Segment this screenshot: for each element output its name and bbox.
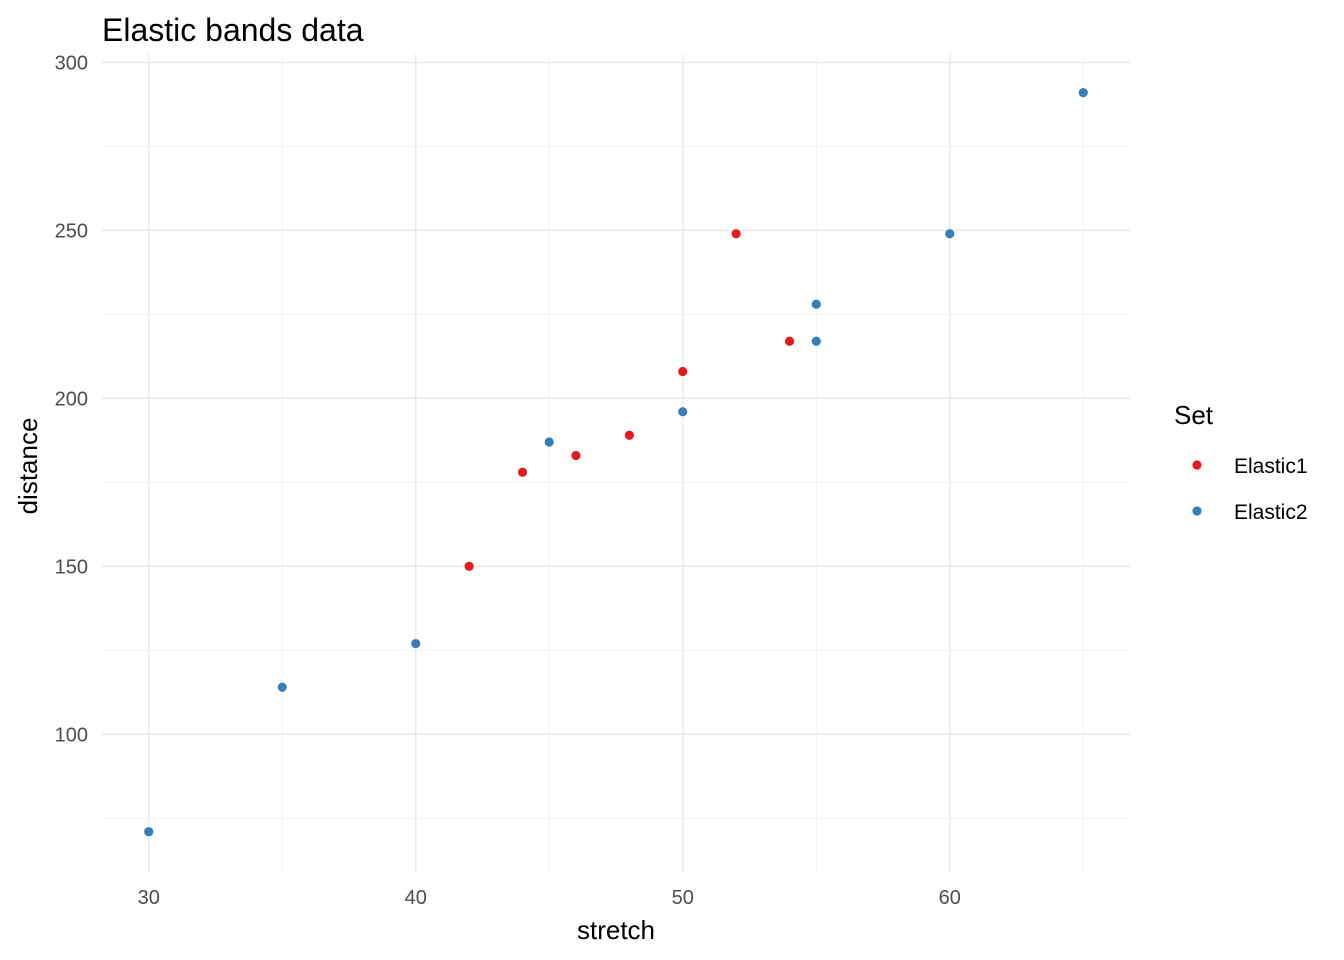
legend-label: Elastic2 [1234,501,1308,524]
x-tick-label: 30 [138,887,160,909]
major-gridlines [102,54,1130,872]
data-point [731,229,741,239]
legend: Set Elastic1 Elastic2 [1174,400,1308,524]
legend-key [1192,506,1202,516]
x-axis-title: stretch [577,915,655,945]
data-point [517,467,528,477]
data-point [1078,88,1088,98]
data-point [464,561,474,571]
data-point [811,299,821,309]
y-tick-label: 300 [55,52,88,74]
x-tick-label: 40 [405,887,427,909]
minor-gridlines [102,54,1130,872]
data-point [624,430,634,440]
data-point [945,229,955,239]
y-axis-title: distance [13,418,43,515]
data-point [277,682,287,692]
series-elastic1 [464,229,795,571]
x-tick-label: 60 [939,887,961,909]
data-point [784,336,795,346]
data-point [544,437,554,447]
y-tick-label: 200 [55,388,88,410]
y-tick-label: 100 [55,724,88,746]
legend-label: Elastic1 [1234,455,1308,478]
data-point [811,336,821,346]
legend-items: Elastic1 Elastic2 [1192,455,1308,524]
legend-key [1192,460,1202,470]
legend-title: Set [1174,400,1214,430]
data-point [411,638,421,649]
data-points [144,88,1088,837]
y-axis-ticks: 100 150 200 250 300 [55,52,88,746]
x-tick-label: 50 [672,887,694,909]
x-axis-ticks: 30 40 50 60 [138,887,961,909]
series-elastic2 [144,88,1088,837]
y-tick-label: 250 [55,220,88,242]
data-point [678,366,688,377]
data-point [144,827,154,837]
chart-title: Elastic bands data [102,12,364,48]
y-tick-label: 150 [55,556,88,578]
data-point [678,407,688,417]
data-point [571,450,581,461]
